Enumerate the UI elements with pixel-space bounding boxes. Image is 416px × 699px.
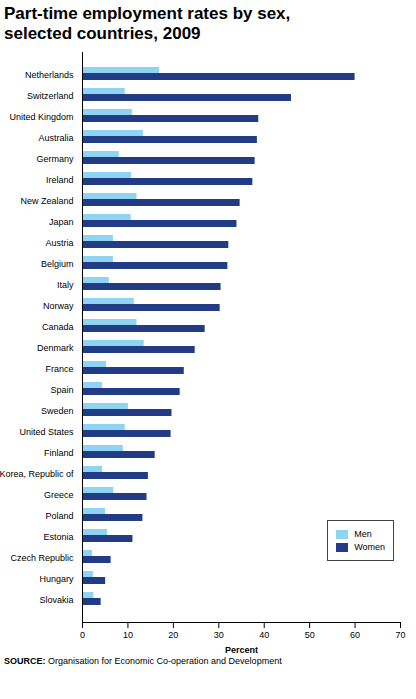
- svg-text:Netherlands: Netherlands: [25, 70, 74, 80]
- svg-text:Poland: Poland: [45, 511, 73, 521]
- svg-text:10: 10: [123, 630, 133, 640]
- svg-text:United Kingdom: United Kingdom: [9, 112, 73, 122]
- svg-text:40: 40: [259, 630, 269, 640]
- html-text:SOURCE: Organisation for Econo: SOURCE: Organisation for Economic Co-ope…: [4, 656, 282, 666]
- svg-text:60: 60: [350, 630, 360, 640]
- svg-text:0: 0: [80, 630, 85, 640]
- svg-text:Estonia: Estonia: [43, 532, 73, 542]
- svg-text:Switzerland: Switzerland: [27, 91, 74, 101]
- svg-text:Denmark: Denmark: [37, 343, 74, 353]
- svg-text:Australia: Australia: [38, 133, 73, 143]
- svg-text:Italy: Italy: [57, 280, 74, 290]
- svg-text:United States: United States: [19, 427, 74, 437]
- svg-text:Canada: Canada: [42, 322, 74, 332]
- svg-text:Hungary: Hungary: [39, 574, 74, 584]
- svg-text:New Zealand: New Zealand: [20, 196, 73, 206]
- svg-text:20: 20: [168, 630, 178, 640]
- html-text:Men: Men: [354, 529, 372, 539]
- svg-text:Greece: Greece: [44, 490, 74, 500]
- html-text:Part-time employment rates by: Part-time employment rates by sex, selec…: [4, 4, 291, 43]
- svg-text:Austria: Austria: [45, 238, 73, 248]
- svg-text:Japan: Japan: [49, 217, 74, 227]
- svg-text:Korea, Republic of: Korea, Republic of: [0, 469, 74, 479]
- svg-text:Sweden: Sweden: [41, 406, 74, 416]
- svg-text:Percent: Percent: [225, 645, 258, 655]
- svg-text:Slovakia: Slovakia: [39, 595, 73, 605]
- svg-text:Norway: Norway: [43, 301, 74, 311]
- svg-text:Ireland: Ireland: [46, 175, 74, 185]
- svg-text:Belgium: Belgium: [41, 259, 74, 269]
- svg-text:Czech Republic: Czech Republic: [10, 553, 74, 563]
- svg-text:70: 70: [395, 630, 405, 640]
- html-text:Women: Women: [354, 542, 385, 552]
- svg-text:France: France: [45, 364, 73, 374]
- svg-text:Germany: Germany: [36, 154, 74, 164]
- svg-text:Finland: Finland: [44, 448, 74, 458]
- svg-text:50: 50: [305, 630, 315, 640]
- svg-text:Spain: Spain: [50, 385, 73, 395]
- svg-text:30: 30: [214, 630, 224, 640]
